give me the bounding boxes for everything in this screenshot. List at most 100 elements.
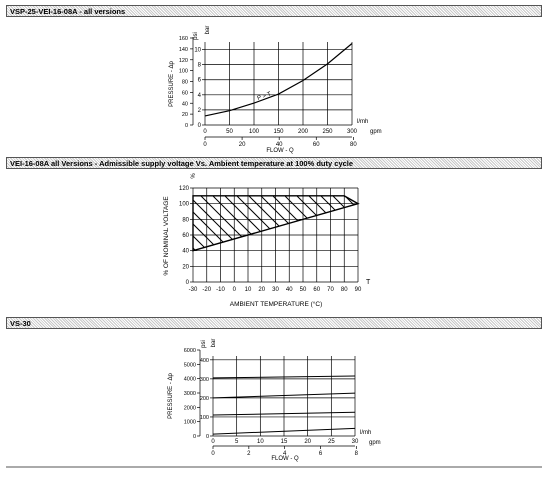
section-title-3: VS-30 (10, 319, 31, 328)
c1-ytick-psi: 80 (182, 80, 188, 86)
c1-ytick-bar: 2 (198, 108, 202, 114)
c3-ytick-bar: 100 (200, 415, 209, 421)
c1-ytick-bar: 4 (198, 93, 202, 99)
c3-ytick-psi: 0 (193, 434, 196, 440)
c3-xlabel: FLOW - Q (271, 456, 299, 462)
c2-hatch-line (193, 195, 284, 251)
c2-hatch-line (336, 195, 358, 251)
c3-xtick: 10 (257, 439, 264, 445)
c2-hatch-line (228, 195, 320, 251)
c3-xunit-lmin: l/mh (360, 430, 371, 436)
section-bar-1: VSP-25-VEI-16-08A - all versions (6, 5, 542, 17)
c2-hatch-line (421, 188, 511, 278)
c2-xtick: 20 (258, 287, 265, 293)
c1-unit-bar: bar (205, 26, 211, 35)
c3-ytick-bar: 400 (200, 358, 209, 364)
c1-xtick: 250 (322, 129, 333, 135)
c1-ytick-psi: 40 (182, 101, 188, 107)
c2-hatch-line (433, 188, 523, 278)
c1-ytick-bar: 8 (198, 63, 202, 69)
c2-hatch-line (204, 195, 296, 251)
c2-hatch-line (397, 188, 487, 278)
c2-hatch-line (385, 188, 475, 278)
c1-series-curve (204, 43, 353, 117)
c1-xtick-gpm: 40 (276, 142, 283, 148)
c3-xtick: 5 (235, 439, 239, 445)
c2-hatch-line (324, 195, 358, 251)
c3-xtick-gpm: 4 (283, 451, 287, 457)
c1-ytick-psi: 120 (179, 58, 188, 64)
c2-ytick: 0 (186, 280, 190, 286)
c3-xtick: 25 (328, 439, 335, 445)
c3-ytick-psi: 1000 (184, 420, 196, 426)
c3-ytick-bar: 0 (206, 434, 209, 440)
c1-ytick-psi: 140 (179, 47, 188, 53)
c2-xtick: 0 (233, 287, 237, 293)
c2-ytick: 80 (182, 217, 189, 223)
c2-xtick: -20 (202, 287, 211, 293)
c2-hatch-line (469, 188, 550, 278)
c1-xtick-gpm: 60 (313, 142, 320, 148)
c1-ytick-bar: 0 (198, 123, 202, 129)
c3-xtick: 30 (352, 439, 359, 445)
c1-ytick-psi: 160 (179, 36, 188, 42)
c2-xtick: 60 (313, 287, 320, 293)
c1-xtick: 50 (226, 129, 233, 135)
c1-xunit-gpm: gpm (370, 129, 382, 135)
c3-ytick-psi: 4000 (184, 377, 196, 383)
c3-ytick-psi: 5000 (184, 362, 196, 368)
c1-xtick: 300 (347, 129, 358, 135)
c1-ytick-psi: 20 (182, 112, 188, 118)
c2-ytick: 40 (182, 249, 189, 255)
c2-ytick: 120 (179, 186, 190, 192)
c3-ylabel: PRESSURE - Δp (168, 372, 174, 418)
c2-hatch-line (373, 188, 463, 278)
c1-xtick: 0 (203, 129, 207, 135)
c1-xtick-gpm: 80 (350, 142, 357, 148)
c3-ytick-psi: 2000 (184, 405, 196, 411)
c3-series-line (212, 411, 356, 416)
c2-hatch-line (193, 195, 260, 251)
c2-hatch-line (312, 195, 358, 251)
c2-hatch-line (409, 188, 499, 278)
c2-hatch-line (457, 188, 547, 278)
c3-ytick-bar: 300 (200, 377, 209, 383)
c2-region-outline (192, 195, 360, 252)
c3-unit-bar: bar (211, 339, 217, 348)
c2-hatch-line (61, 188, 151, 278)
c1-ytick-psi: 60 (182, 90, 188, 96)
c1-ylabel: PRESSURE - Δp (169, 60, 175, 106)
c3-series-line (212, 392, 356, 399)
c2-ytick: 20 (182, 264, 189, 270)
c2-hatch-line (348, 195, 358, 251)
c2-xtick: -30 (189, 287, 198, 293)
c3-xunit-gpm: gpm (369, 440, 381, 446)
c3-xtick-gpm: 0 (211, 451, 215, 457)
c3-series-line (212, 427, 356, 435)
c2-hatch-line (193, 195, 248, 251)
c2-hatch-line (193, 195, 236, 251)
c3-xtick: 15 (281, 439, 288, 445)
c3-xtick: 0 (211, 439, 215, 445)
c1-xunit-lmin: l/mh (357, 119, 368, 125)
c2-ytick: 60 (182, 233, 189, 239)
c2-hatch-line (252, 195, 344, 251)
c1-xtick-gpm: 20 (239, 142, 246, 148)
c2-hatch-line (288, 195, 358, 251)
section-bar-2: VEI-16-08A all Versions - Admissible sup… (6, 157, 542, 169)
c2-xtick: 30 (272, 287, 279, 293)
c2-hatch-line (85, 188, 175, 278)
c2-xtick: 40 (286, 287, 293, 293)
c3-unit-psi: psi (201, 340, 207, 348)
c1-series-label: P > T (257, 91, 273, 102)
c1-unit-psi: psi (193, 32, 199, 40)
c2-xtick: 10 (245, 287, 252, 293)
c2-hatch-line (49, 188, 139, 278)
c3-series-line (212, 375, 356, 379)
c2-xlabel: AMBIENT TEMPERATURE (°C) (230, 300, 323, 308)
c2-xtick: 80 (341, 287, 348, 293)
c3-ytick-psi: 6000 (184, 348, 196, 354)
section-title-1: VSP-25-VEI-16-08A - all versions (10, 7, 126, 16)
c1-ytick-bar: 10 (194, 48, 201, 54)
c2-hatch-line (445, 188, 535, 278)
